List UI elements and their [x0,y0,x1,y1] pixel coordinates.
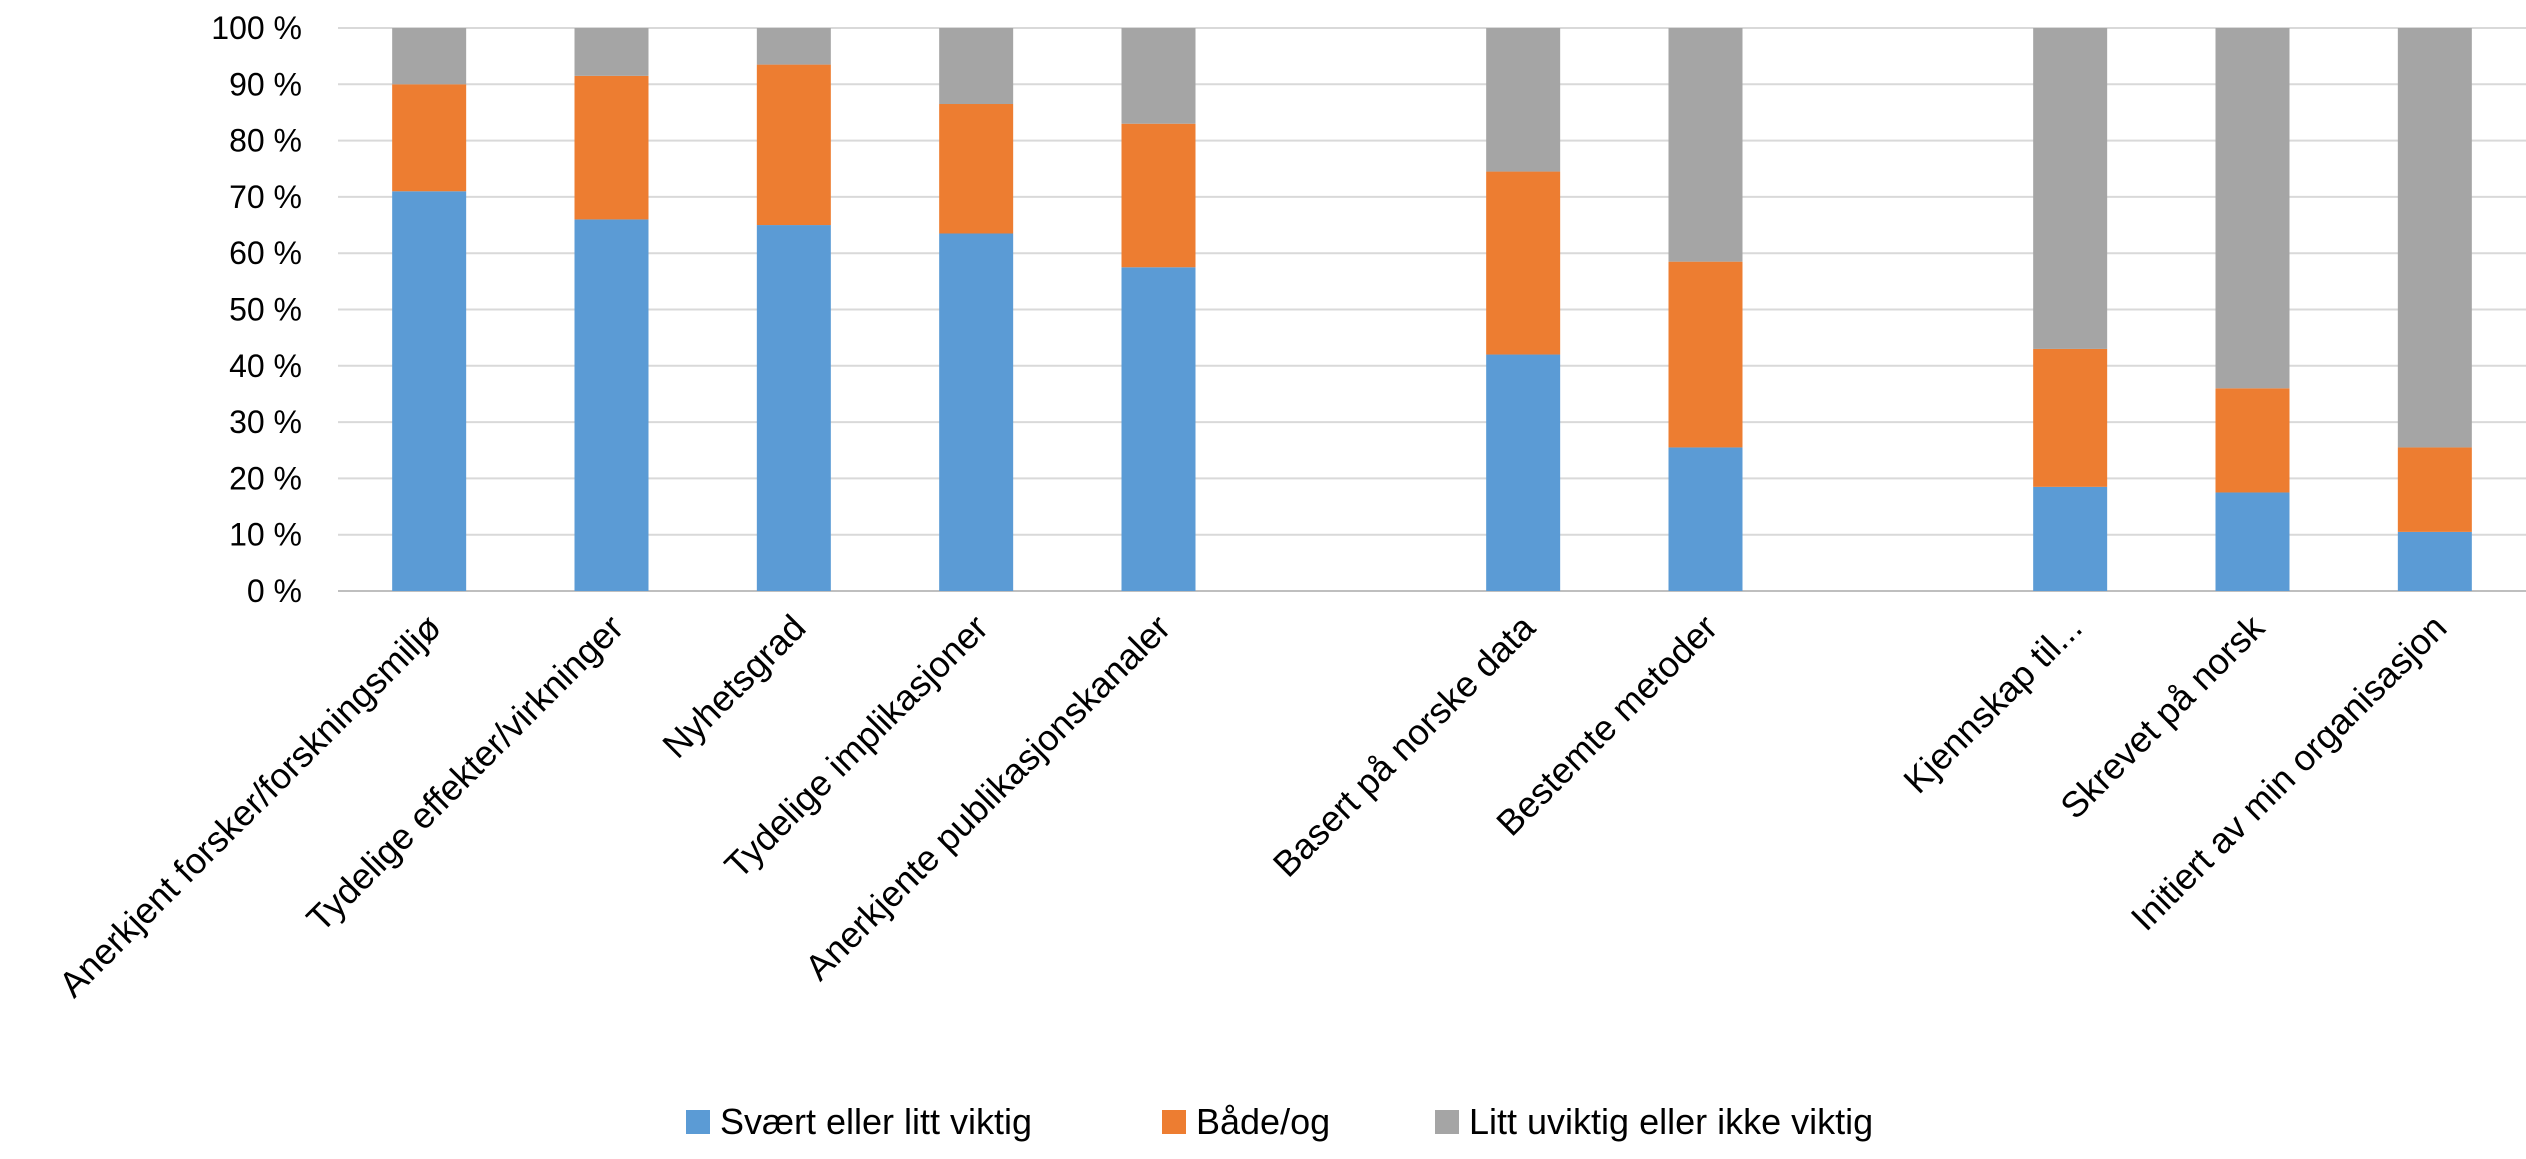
x-tick-label: Basert på norske data [1265,606,1544,885]
x-tick-label: Initiert av min organisasjon [2123,607,2455,939]
bar-segment [2033,28,2108,349]
bar-segment [2397,531,2472,591]
bar-segment [392,191,467,591]
y-tick-label: 80 % [229,123,302,159]
bar-segment [2033,348,2108,487]
x-tick-label: Tydelige effekter/virkninger [298,607,631,940]
legend-swatch [1435,1110,1459,1134]
bar-segment [574,75,649,220]
bar-segment [939,104,1014,234]
y-tick-label: 30 % [229,404,302,440]
bar-segment [2215,492,2290,591]
bars [392,28,2472,592]
bar-segment [756,28,831,65]
bar-segment [392,28,467,85]
bar-segment [939,233,1014,591]
x-tick-label: Anerkjente publikasjonskanaler [797,607,1178,988]
legend-swatch [1162,1110,1186,1134]
bar-segment [1121,267,1196,591]
bar-segment [1668,447,1743,591]
gridlines [338,27,2526,592]
y-tick-label: 10 % [229,517,302,553]
y-tick-label: 20 % [229,460,302,496]
bar-segment [392,84,467,192]
x-axis-labels: Anerkjent forsker/forskningsmiljøTydelig… [51,606,2455,1005]
bar-segment [1668,261,1743,448]
bar-segment [2397,447,2472,532]
bar-segment [2033,486,2108,591]
legend: Svært eller litt viktig Både/og Litt uvikt… [686,1101,1873,1142]
y-tick-label: 0 % [247,573,302,609]
y-tick-label: 70 % [229,179,302,215]
bar-segment [1486,28,1561,172]
bar-segment [2215,28,2290,389]
bar-segment [1121,123,1196,268]
bar-segment [1486,171,1561,355]
bar-segment [574,219,649,592]
bar-segment [756,225,831,592]
y-tick-label: 90 % [229,66,302,102]
y-tick-label: 40 % [229,348,302,384]
bar-segment [756,64,831,226]
bar-segment [2215,388,2290,493]
legend-label: Svært eller litt viktig [720,1101,1032,1142]
y-tick-label: 50 % [229,292,302,328]
bar-segment [1121,28,1196,124]
bar-segment [1486,354,1561,591]
bar-segment [2397,28,2472,448]
bar-segment [939,28,1014,105]
legend-swatch [686,1110,710,1134]
bar-segment [1668,28,1743,262]
y-tick-label: 100 % [211,10,302,46]
x-tick-label: Nyhetsgrad [654,607,813,766]
y-axis-ticks: 0 % 10 % 20 % 30 % 40 % 50 % 60 % 70 % 80 % 90 % 1… [211,10,302,609]
bar-segment [574,28,649,76]
x-tick-label: Anerkjent forsker/forskningsmiljø [51,607,449,1005]
legend-label: Litt uviktig eller ikke viktig [1469,1101,1873,1142]
x-tick-label: Kjennskap til... [1895,607,2090,802]
legend-label: Både/og [1196,1101,1330,1142]
y-tick-label: 60 % [229,235,302,271]
